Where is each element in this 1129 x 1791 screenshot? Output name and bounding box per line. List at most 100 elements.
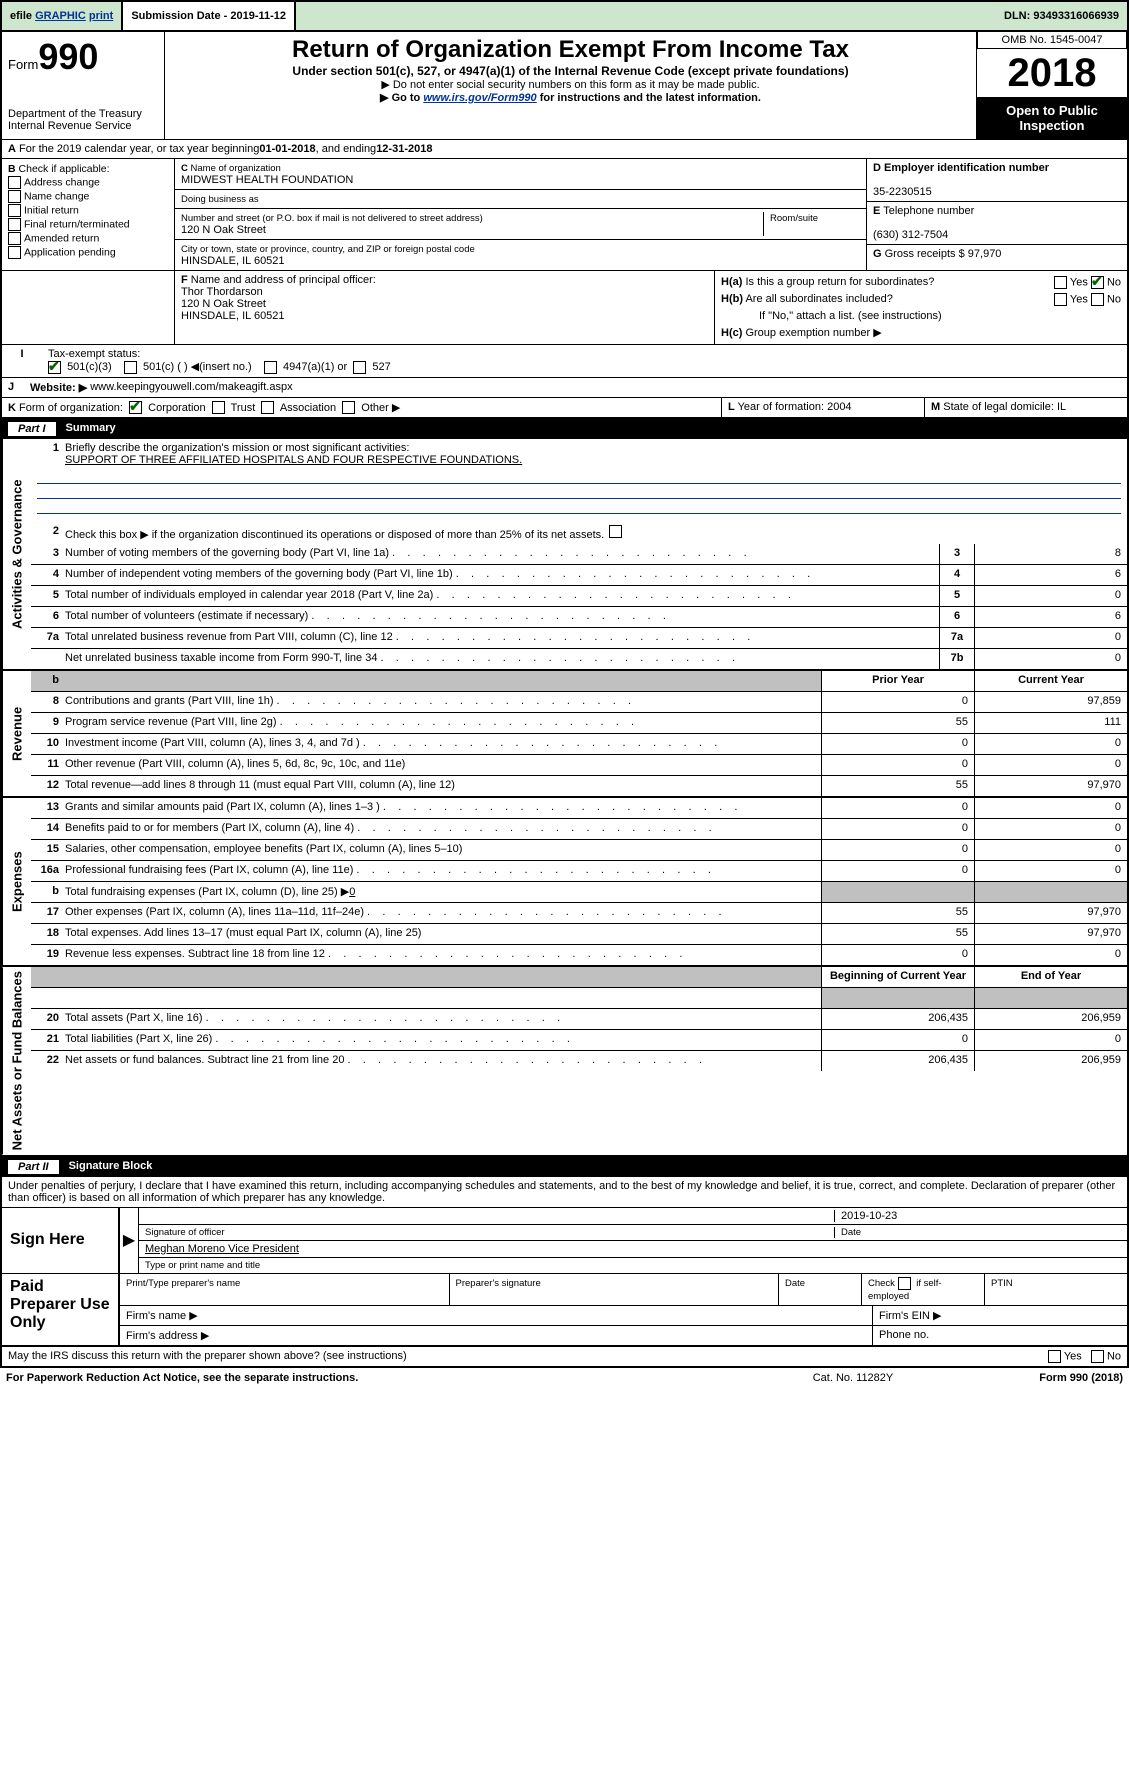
chk-amended[interactable]: Amended return <box>8 232 168 245</box>
period-text-a: For the 2019 calendar year, or tax year … <box>19 143 259 155</box>
ha-text: Is this a group return for subordinates? <box>745 276 934 288</box>
ha-no[interactable] <box>1091 276 1104 289</box>
p13: 0 <box>821 798 974 818</box>
chk-corporation[interactable] <box>129 401 142 414</box>
box-e-prefix: E <box>873 205 880 217</box>
hb-prefix: H(b) <box>721 293 743 305</box>
chk-self-employed[interactable] <box>898 1277 911 1290</box>
tab-revenue: Revenue <box>2 671 31 796</box>
chk-527[interactable] <box>353 361 366 374</box>
topbar-spacer <box>296 2 996 30</box>
year-formed-label: Year of formation: <box>738 401 824 413</box>
website-value: www.keepingyouwell.com/makeagift.aspx <box>90 381 292 393</box>
c18: 97,970 <box>974 924 1127 944</box>
form-note1: Do not enter social security numbers on … <box>171 78 970 91</box>
sign-here-label: Sign Here <box>2 1208 120 1273</box>
signature-block: Sign Here ▶ 2019-10-23 Signature of offi… <box>0 1208 1129 1347</box>
box-j-prefix: J <box>8 381 30 393</box>
col-beg: Beginning of Current Year <box>821 967 974 987</box>
discuss-no[interactable] <box>1091 1350 1104 1363</box>
form-ref: Form 990 (2018) <box>943 1372 1123 1384</box>
officer-name: Thor Thordarson <box>181 286 263 298</box>
tax-status-label: Tax-exempt status: <box>48 348 140 360</box>
c14: 0 <box>974 819 1127 839</box>
chk-application-pending[interactable]: Application pending <box>8 246 168 259</box>
header-center: Return of Organization Exempt From Incom… <box>165 32 976 139</box>
prep-date-label: Date <box>785 1278 805 1289</box>
chk-initial-return[interactable]: Initial return <box>8 204 168 217</box>
discuss-yes[interactable] <box>1048 1350 1061 1363</box>
officer-label: Name and address of principal officer: <box>191 274 376 286</box>
open-public-badge: Open to Public Inspection <box>977 97 1127 139</box>
section-revenue: Revenue bPrior YearCurrent Year 8Contrib… <box>0 671 1129 798</box>
dln-label: DLN: <box>1004 10 1030 22</box>
top-bar: efile GRAPHIC print Submission Date - 20… <box>0 0 1129 32</box>
header-left: Form990 Department of the Treasury Inter… <box>2 32 165 139</box>
phone-value: (630) 312-7504 <box>873 229 948 241</box>
entity-block: B Check if applicable: Address change Na… <box>0 159 1129 271</box>
ptin-label: PTIN <box>991 1278 1013 1289</box>
box-k-prefix: K <box>8 402 16 414</box>
v7a: 0 <box>974 628 1127 648</box>
line18: Total expenses. Add lines 13–17 (must eq… <box>63 924 821 944</box>
c10: 0 <box>974 734 1127 754</box>
firm-phone-label: Phone no. <box>873 1326 1127 1345</box>
line19: Revenue less expenses. Subtract line 18 … <box>63 945 821 965</box>
date-label: Date <box>834 1227 1121 1238</box>
form-org-label: Form of organization: <box>19 402 123 414</box>
box-b: B Check if applicable: Address change Na… <box>2 159 175 270</box>
firm-name-label: Firm's name ▶ <box>120 1306 873 1325</box>
mission-line <box>37 484 1121 499</box>
c19: 0 <box>974 945 1127 965</box>
section-governance: Activities & Governance 1 Briefly descri… <box>0 439 1129 671</box>
part2-title: Signature Block <box>69 1160 153 1174</box>
chk-association[interactable] <box>261 401 274 414</box>
section-net-assets: Net Assets or Fund Balances Beginning of… <box>0 967 1129 1156</box>
name-title-label: Type or print name and title <box>139 1258 1127 1273</box>
efile-graphic-link[interactable]: GRAPHIC <box>35 10 86 22</box>
city: HINSDALE, IL 60521 <box>181 255 285 267</box>
chk-name-change[interactable]: Name change <box>8 190 168 203</box>
dba-label: Doing business as <box>181 194 259 205</box>
form990-link[interactable]: www.irs.gov/Form990 <box>423 92 536 104</box>
chk-501c[interactable] <box>124 361 137 374</box>
part1-title: Summary <box>66 422 116 436</box>
period-end: 12-31-2018 <box>376 143 432 155</box>
addr-label: Number and street (or P.O. box if mail i… <box>181 213 483 224</box>
chk-other[interactable] <box>342 401 355 414</box>
line6: Total number of volunteers (estimate if … <box>63 607 939 627</box>
line7a: Total unrelated business revenue from Pa… <box>63 628 939 648</box>
website-label: Website: ▶ <box>30 381 87 394</box>
chk-trust[interactable] <box>212 401 225 414</box>
firm-ein-label: Firm's EIN ▶ <box>873 1306 1127 1325</box>
v5: 0 <box>974 586 1127 606</box>
chk-501c3[interactable] <box>48 361 61 374</box>
line11: Other revenue (Part VIII, column (A), li… <box>63 755 821 775</box>
hb-no[interactable] <box>1091 293 1104 306</box>
ha-yes[interactable] <box>1054 276 1067 289</box>
chk-discontinued[interactable] <box>609 525 622 538</box>
chk-final-return[interactable]: Final return/terminated <box>8 218 168 231</box>
ein-label: Employer identification number <box>884 162 1049 174</box>
box-c-prefix: C <box>181 163 188 174</box>
box-m-prefix: M <box>931 401 940 413</box>
line7b: Net unrelated business taxable income fr… <box>63 649 939 669</box>
discuss-question: May the IRS discuss this return with the… <box>8 1350 407 1362</box>
city-label: City or town, state or province, country… <box>181 244 475 255</box>
line1-text: SUPPORT OF THREE AFFILIATED HOSPITALS AN… <box>65 454 522 466</box>
p19: 0 <box>821 945 974 965</box>
chk-4947[interactable] <box>264 361 277 374</box>
dln-cell: DLN: 93493316066939 <box>996 2 1127 30</box>
submission-label: Submission Date - <box>131 10 227 22</box>
dln-value: 93493316066939 <box>1033 10 1119 22</box>
e20: 206,959 <box>974 1009 1127 1029</box>
chk-address-change[interactable]: Address change <box>8 176 168 189</box>
col-end: End of Year <box>974 967 1127 987</box>
footer-final: For Paperwork Reduction Act Notice, see … <box>0 1368 1129 1384</box>
hb-yes[interactable] <box>1054 293 1067 306</box>
line13: Grants and similar amounts paid (Part IX… <box>63 798 821 818</box>
efile-print-link[interactable]: print <box>89 10 113 22</box>
box-f-prefix: F <box>181 274 188 286</box>
v6: 6 <box>974 607 1127 627</box>
p16a: 0 <box>821 861 974 881</box>
